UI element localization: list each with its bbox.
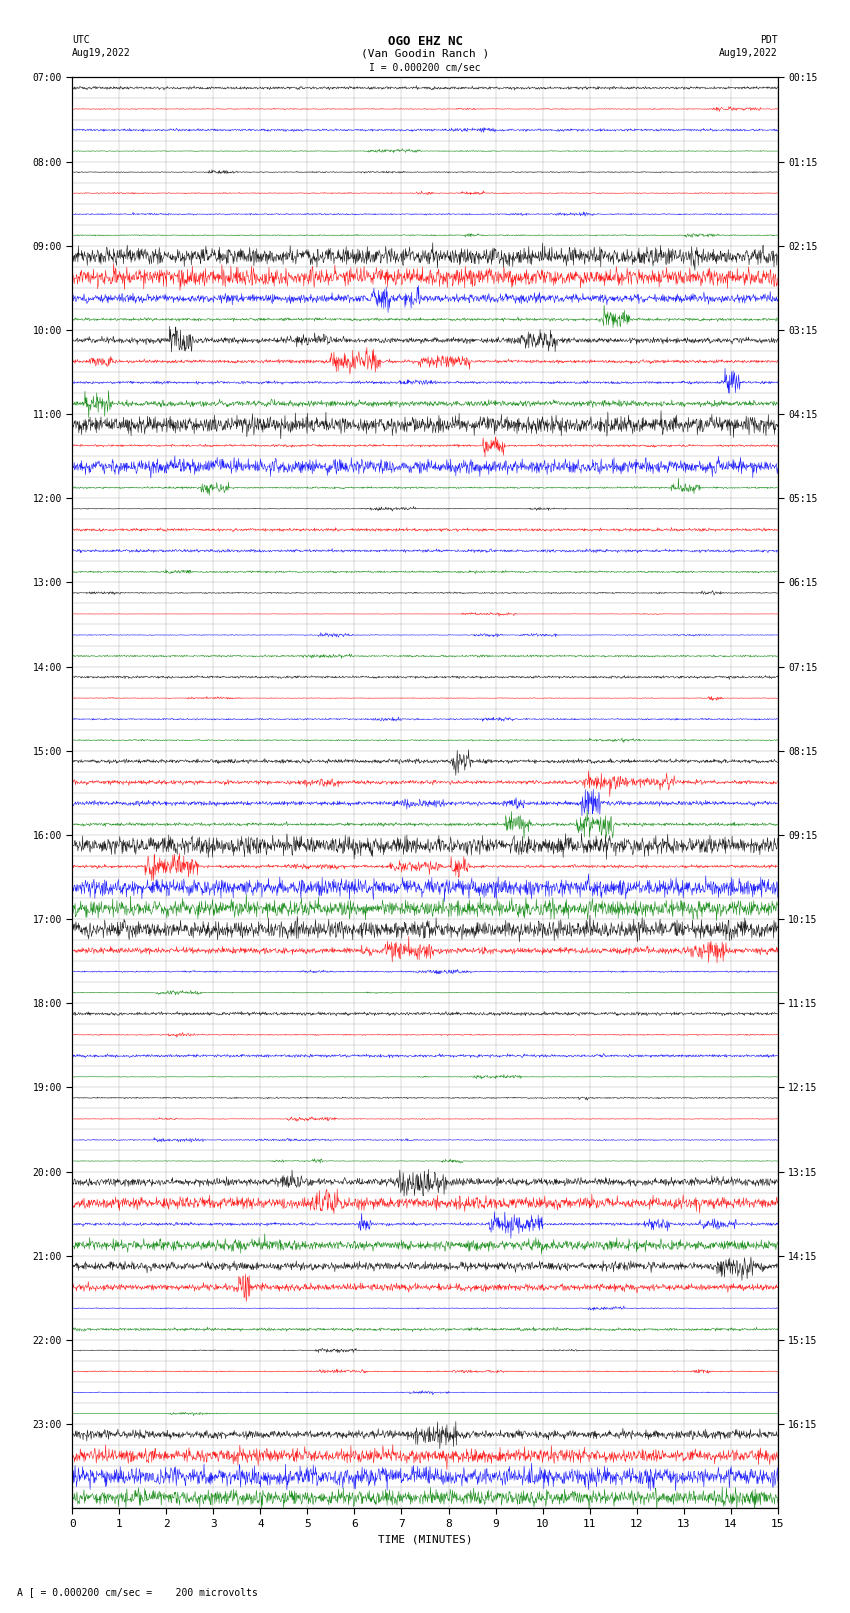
Text: OGO EHZ NC: OGO EHZ NC [388, 35, 462, 48]
Text: PDT: PDT [760, 35, 778, 45]
Text: A [ = 0.000200 cm/sec =    200 microvolts: A [ = 0.000200 cm/sec = 200 microvolts [17, 1587, 258, 1597]
Text: (Van Goodin Ranch ): (Van Goodin Ranch ) [361, 48, 489, 58]
X-axis label: TIME (MINUTES): TIME (MINUTES) [377, 1534, 473, 1544]
Text: Aug19,2022: Aug19,2022 [719, 48, 778, 58]
Text: UTC: UTC [72, 35, 90, 45]
Text: I = 0.000200 cm/sec: I = 0.000200 cm/sec [369, 63, 481, 73]
Text: Aug19,2022: Aug19,2022 [72, 48, 131, 58]
